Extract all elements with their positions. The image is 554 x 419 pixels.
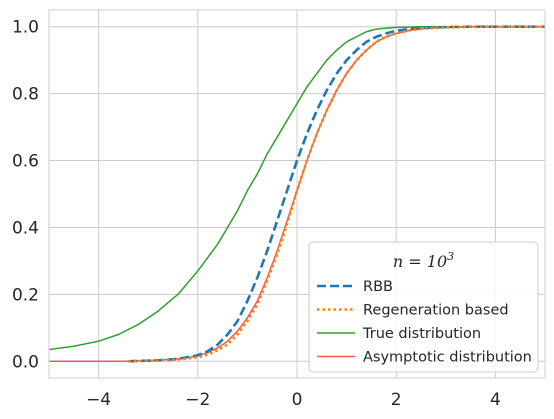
legend-label-1: Regeneration based (363, 303, 509, 319)
y-tick-label: 0.8 (12, 85, 39, 105)
x-tick-label: −4 (86, 390, 111, 410)
tick-labels: −4 −2 0 2 4 0.0 0.2 0.4 0.6 0.8 1.0 (12, 18, 501, 410)
y-tick-label: 0.0 (12, 352, 39, 372)
x-tick-label: −2 (185, 390, 210, 410)
legend-label-0: RBB (363, 279, 393, 295)
series-line-2 (48, 25, 545, 351)
y-tick-label: 0.4 (12, 218, 39, 238)
y-tick-label: 1.0 (12, 18, 39, 38)
series-line-0 (128, 25, 545, 363)
y-tick-label: 0.2 (12, 285, 39, 305)
legend-box (308, 241, 539, 373)
series-line-1 (128, 25, 545, 363)
y-tick-label: 0.6 (12, 152, 39, 172)
x-tick-label: 4 (490, 390, 501, 410)
series-lines (48, 25, 545, 363)
plot-frame (48, 9, 546, 379)
x-tick-label: 0 (292, 390, 303, 410)
legend-title: n = 103 (393, 250, 454, 271)
legend-label-3: Asymptotic distribution (363, 350, 532, 366)
x-tick-label: 2 (391, 390, 402, 410)
legend-label-2: True distribution (362, 326, 481, 342)
